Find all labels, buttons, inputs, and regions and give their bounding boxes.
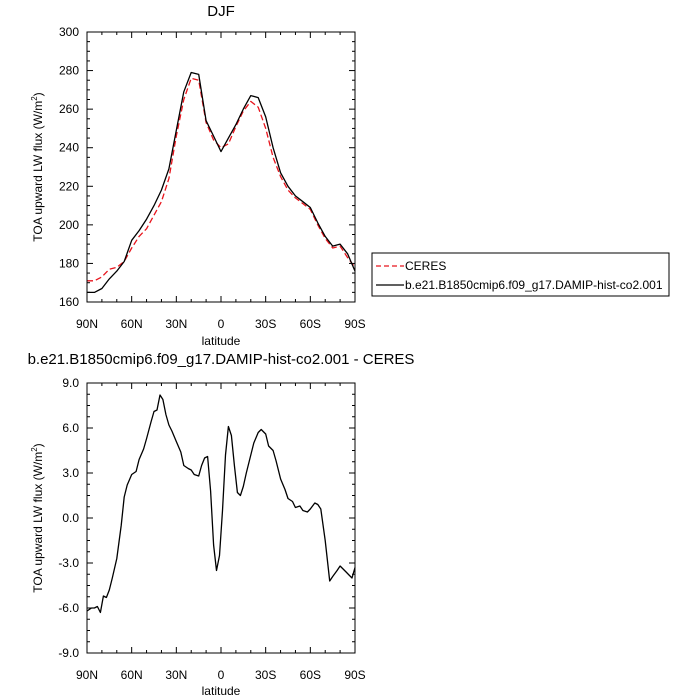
top-y-tick-label: 280 — [59, 64, 79, 78]
bottom-x-tick-label: 30N — [165, 668, 187, 682]
top-series-line-0 — [87, 77, 356, 282]
bottom-series-line-0 — [86, 394, 356, 614]
bottom-x-axis-label: latitude — [202, 684, 241, 698]
bottom-y-tick-label: -9.0 — [58, 646, 79, 660]
top-x-tick-label: 30S — [255, 317, 276, 331]
top-y-tick-label: 200 — [59, 218, 79, 232]
bottom-y-tick-label: 3.0 — [62, 466, 79, 480]
top-y-tick-label: 160 — [59, 295, 79, 309]
top-y-axis-label-main: TOA upward LW flux (W/m — [31, 101, 45, 242]
legend: CERES b.e21.B1850cmip6.f09_g17.DAMIP-his… — [371, 252, 670, 297]
top-y-tick-label: 240 — [59, 141, 79, 155]
bottom-x-tick-label: 30S — [255, 668, 276, 682]
bottom-x-tick-label: 60S — [300, 668, 321, 682]
bottom-y-tick-label: 6.0 — [62, 421, 79, 435]
top-y-tick-label: 220 — [59, 179, 79, 193]
top-series-line-1 — [87, 71, 356, 294]
bottom-y-axis-label-sup: 2 — [30, 447, 39, 452]
panel-top: DJF 160 180 200 220 240 260 280 300 90N 60N 30N 0 30… — [30, 3, 670, 348]
top-series-layer — [87, 71, 356, 294]
bottom-y-tick-label: -6.0 — [58, 601, 79, 615]
bottom-y-tick-label: 9.0 — [62, 376, 79, 390]
top-y-tick-label: 180 — [59, 256, 79, 270]
legend-box — [371, 252, 670, 297]
top-y-axis-label: TOA upward LW flux (W/m2) — [30, 92, 45, 241]
top-plot-frame — [86, 31, 356, 303]
top-x-tick-label: 60S — [300, 317, 321, 331]
top-x-tick-label: 90S — [344, 317, 365, 331]
bottom-plot-frame — [86, 382, 356, 654]
top-ticks-layer: 160 180 200 220 240 260 280 300 90N 60N 30N 0 30S 60S… — [59, 25, 366, 331]
bottom-x-tick-label: 90S — [344, 668, 365, 682]
top-chart-title: DJF — [207, 3, 235, 20]
panel-bottom: b.e21.B1850cmip6.f09_g17.DAMIP-hist-co2.… — [28, 351, 415, 698]
top-x-axis-label: latitude — [202, 334, 241, 348]
top-y-tick-label: 300 — [59, 25, 79, 39]
top-x-tick-label: 0 — [218, 317, 225, 331]
bottom-chart-title: b.e21.B1850cmip6.f09_g17.DAMIP-hist-co2.… — [28, 351, 415, 368]
top-y-tick-label: 260 — [59, 102, 79, 116]
bottom-x-tick-label: 0 — [218, 668, 225, 682]
bottom-ticks-layer: -9.0 -6.0 -3.0 0.0 3.0 6.0 9.0 90N 60N 30N 0 30S 60S… — [58, 376, 365, 682]
bottom-x-tick-label: 60N — [121, 668, 143, 682]
legend-label-ceres: CERES — [405, 259, 446, 273]
top-y-axis-label-sup: 2 — [30, 96, 39, 101]
legend-label-model: b.e21.B1850cmip6.f09_g17.DAMIP-hist-co2.… — [405, 278, 663, 292]
top-y-axis-label-close: ) — [31, 92, 45, 96]
bottom-series-layer — [86, 394, 356, 614]
bottom-y-axis-label: TOA upward LW flux (W/m2) — [30, 443, 45, 592]
bottom-x-tick-label: 90N — [76, 668, 98, 682]
top-x-tick-label: 90N — [76, 317, 98, 331]
bottom-y-tick-label: 0.0 — [62, 511, 79, 525]
top-x-tick-label: 60N — [121, 317, 143, 331]
bottom-y-axis-label-close: ) — [31, 443, 45, 447]
bottom-y-axis-label-main: TOA upward LW flux (W/m — [31, 452, 45, 593]
top-x-tick-label: 30N — [165, 317, 187, 331]
bottom-y-tick-label: -3.0 — [58, 556, 79, 570]
